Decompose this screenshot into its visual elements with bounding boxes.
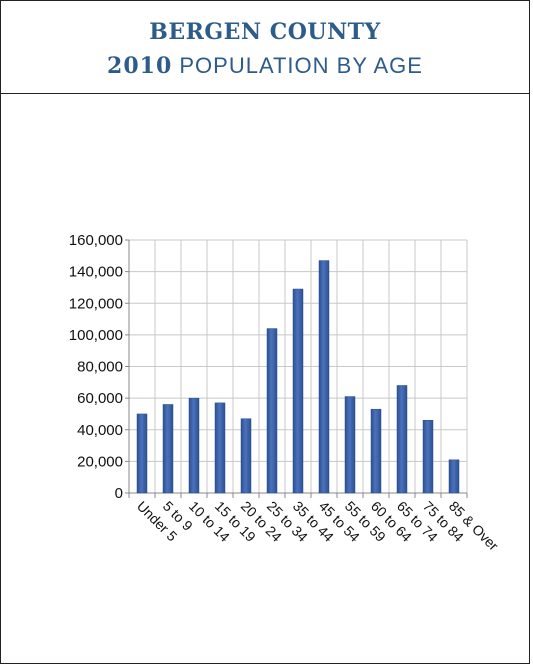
chart-header: BERGEN COUNTY 2010 POPULATION BY AGE: [1, 1, 529, 94]
bar-6: [292, 288, 304, 494]
y-tick-label: 20,000: [77, 453, 123, 470]
bar-1: [162, 404, 174, 494]
bar-5: [266, 328, 278, 494]
chart-title-subtitle: 2010 POPULATION BY AGE: [1, 53, 529, 79]
y-tick-label: 120,000: [69, 295, 123, 312]
bar-3: [214, 402, 226, 494]
bar-7: [318, 260, 330, 494]
y-tick-label: 40,000: [77, 422, 123, 439]
bar-8: [344, 396, 356, 494]
bar-12: [448, 459, 460, 494]
y-tick-label: 80,000: [77, 359, 123, 376]
y-tick-label: 160,000: [69, 232, 123, 249]
y-tick-label: 140,000: [69, 264, 123, 281]
bar-11: [422, 420, 434, 494]
chart-title-year: 2010: [107, 53, 173, 79]
chart-title-rest: POPULATION BY AGE: [172, 53, 423, 78]
bar-10: [396, 385, 408, 494]
y-tick-label: 0: [115, 485, 123, 502]
bar-0: [136, 413, 148, 494]
y-tick-label: 60,000: [77, 390, 123, 407]
bar-chart: 0 20,000 40,000 60,000 80,000 100,000 120,000 1…: [69, 232, 502, 554]
bar-9: [370, 408, 382, 494]
bar-4: [240, 418, 252, 494]
chart-area: 0 20,000 40,000 60,000 80,000 100,000 120,000 1…: [1, 94, 529, 665]
y-tick-label: 100,000: [69, 327, 123, 344]
chart-title-county: BERGEN COUNTY: [149, 19, 381, 45]
bar-2: [188, 397, 200, 494]
